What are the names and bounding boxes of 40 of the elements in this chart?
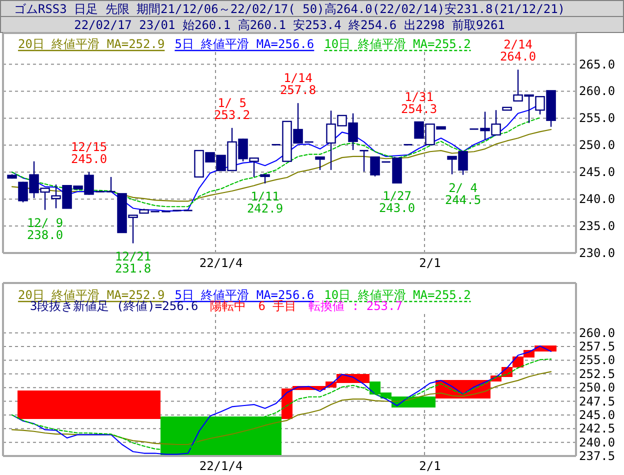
y-tick-label: 237.5 [579,449,616,463]
text: 10日 終値平滑 MA=255.2 [324,37,471,51]
y-tick-label: 255.0 [579,353,616,368]
y-tick-label: 255.0 [579,111,616,126]
chart-title: ゴムRSS3 日足 先限 期間21/12/06～22/02/17( 50)高264.0(22/02/14)安231.8(21/12/21) [14,2,566,16]
chart-subtitle: 22/02/17 23/01 始260.1 高260.1 安253.4 終254.6 出2298 前取9261 [74,18,505,32]
x-tick-label: 22/1/4 [199,459,243,473]
annotation: 1/14 257.8 [280,71,316,98]
x-tick-label: 22/1/4 [199,256,243,270]
annotation: 12/15 245.0 [70,140,108,166]
annotation: 陽転中 [210,299,246,313]
y-tick-label: 260.0 [579,326,616,340]
annotation: 1/11 242.9 [246,189,284,216]
y-tick-label: 245.0 [579,165,616,180]
y-tick-label: 242.5 [579,422,616,436]
y-tick-label: 260.0 [579,84,616,98]
annotation: 2/14 264.0 [500,38,536,64]
text: 5日 終値平滑 MA=256.6 [174,37,314,51]
text: 10日 終値平滑 MA=255.2 [324,288,471,302]
y-tick-label: 250.0 [579,380,616,395]
y-tick-label: 265.0 [579,57,616,72]
y-tick-label: 230.0 [579,246,616,260]
y-tick-label: 235.0 [579,219,616,234]
annotation: 12/ 9 238.0 [26,216,64,242]
annotation: 1/27 243.0 [378,188,416,215]
y-tick-label: 240.0 [579,435,616,450]
x-tick-label: 2/1 [419,256,441,270]
y-tick-label: 240.0 [579,192,616,206]
annotation: 1/ 5 253.2 [214,96,250,122]
y-tick-label: 245.0 [579,408,616,422]
text: 20日 終値平滑 MA=252.9 [18,37,165,51]
y-tick-label: 250.0 [579,138,616,152]
y-tick-label: 257.5 [579,340,616,354]
y-tick-label: 247.5 [579,394,616,408]
annotation: 2/ 4 244.5 [444,180,482,207]
y-tick-label: 252.5 [579,366,616,381]
annotation: 6 手目 [258,299,297,313]
annotation: 12/21 231.8 [114,249,152,276]
annotation: 1/31 254.3 [400,90,438,116]
x-tick-label: 2/1 [419,459,441,473]
